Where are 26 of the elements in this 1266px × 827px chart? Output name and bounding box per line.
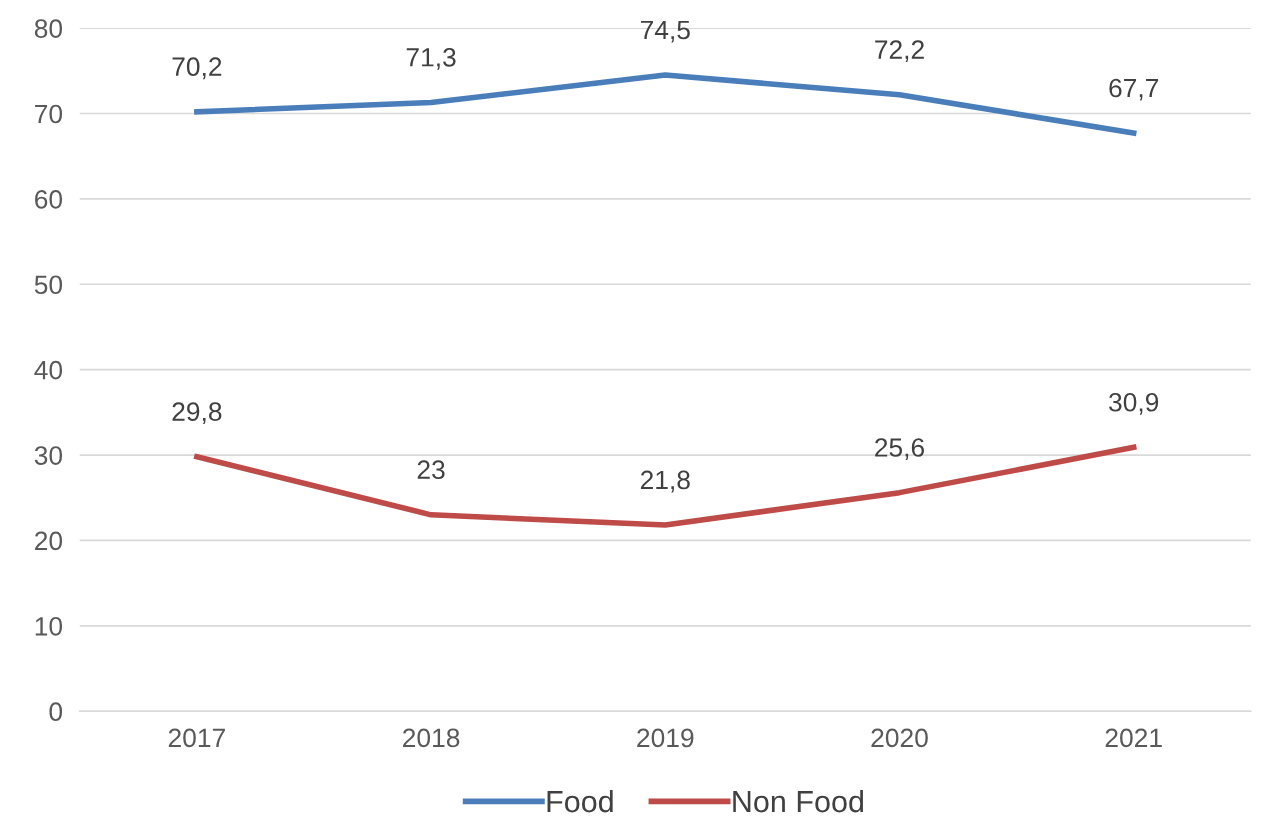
x-tick-label: 2018 [403, 728, 460, 748]
data-label: 72,2 [875, 40, 924, 63]
y-tick-label: 20 [35, 531, 63, 551]
y-tick-label: 10 [35, 616, 63, 636]
x-tick-label: 2017 [168, 728, 225, 748]
data-label: 67,7 [1109, 78, 1159, 101]
data-label: 25,6 [875, 438, 925, 460]
data-label: 21,8 [640, 470, 690, 493]
data-label: 71,3 [406, 47, 456, 70]
y-tick-label: 40 [34, 360, 63, 380]
y-tick-label: 60 [35, 190, 63, 209]
y-tick-label: 30 [34, 446, 63, 465]
data-label: 23 [417, 460, 445, 480]
y-tick-label: 80 [34, 19, 63, 38]
data-label: 74,5 [640, 20, 690, 43]
legend-label: Food [547, 789, 613, 813]
x-tick-label: 2019 [637, 728, 694, 748]
x-tick-label: 2020 [871, 728, 928, 748]
y-tick-label: 50 [34, 275, 63, 295]
y-tick-label: 70 [35, 104, 63, 124]
y-tick-label: 0 [49, 702, 63, 722]
data-label: 70,2 [172, 57, 222, 80]
data-label: 30,9 [1109, 392, 1159, 415]
x-tick-label: 2021 [1105, 728, 1162, 748]
legend-label: Non Food [733, 789, 864, 813]
data-label: 29,8 [172, 402, 222, 425]
